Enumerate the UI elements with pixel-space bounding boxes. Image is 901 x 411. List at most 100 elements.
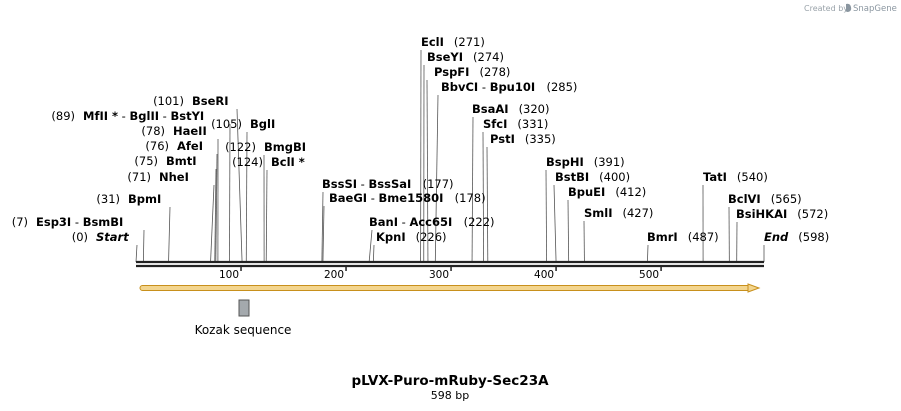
enzyme-name: BaeGI (329, 191, 367, 205)
site-position: (89) (51, 109, 75, 123)
tick-label: 500 (639, 269, 659, 281)
enzyme-name: BglI (250, 117, 275, 131)
leader-line (245, 131, 248, 263)
enzyme-name: BsaAI (472, 102, 509, 116)
site-position: (278) (479, 65, 510, 79)
credit-prefix: Created by (804, 4, 848, 13)
site-3: (71) NheI (127, 170, 189, 184)
site-name: SfcI (483, 117, 507, 131)
enzyme-name: Esp3I (36, 215, 71, 229)
leader-line (214, 168, 217, 263)
site-position: (75) (134, 154, 158, 168)
enzyme-name: PstI (490, 132, 515, 146)
site-position: (271) (454, 35, 485, 49)
site-position: (565) (771, 192, 802, 206)
site-position: (335) (525, 132, 556, 146)
enzyme-name: Start (96, 230, 129, 244)
site-19: (285) BbvCI - Bpu10I (441, 80, 577, 94)
site-13: (178) BaeGI - Bme1580I (329, 191, 486, 205)
site-position: (400) (599, 170, 630, 184)
enzyme-name: BclI * (271, 155, 305, 169)
site-21: (331) SfcI (483, 117, 548, 131)
site-name: BsiHKAI (736, 207, 787, 221)
credit-brand: SnapGene (853, 4, 897, 14)
enzyme-name: AfeI (177, 139, 203, 153)
site-name: BglI (250, 117, 275, 131)
enzyme-name: BmgBI (264, 140, 306, 154)
site-27: (487) BmrI (647, 230, 719, 244)
enzyme-name: BmrI (647, 230, 678, 244)
leader-line (482, 131, 485, 263)
leader-line (545, 169, 548, 263)
site-separator: - (367, 191, 378, 205)
enzyme-name: PspFI (434, 65, 469, 79)
site-6: (78) HaeII (141, 124, 206, 138)
enzyme-name: BstBI (555, 170, 589, 184)
site-position: (105) (211, 117, 242, 131)
site-25: (412) BpuEI (568, 185, 646, 199)
site-name: MfII * - BglII - BstYI (83, 109, 204, 123)
site-separator: - (118, 109, 129, 123)
site-separator: - (357, 177, 368, 191)
site-name: NheI (159, 170, 189, 184)
enzyme-name: HaeII (173, 124, 207, 138)
leader-line (215, 153, 218, 263)
tick-label: 400 (534, 269, 554, 281)
site-name: BseRI (192, 94, 229, 108)
enzyme-name: MfII * (83, 109, 118, 123)
site-16: (271) EclI (421, 35, 485, 49)
site-23: (391) BspHI (546, 155, 625, 169)
tick-label: 300 (429, 269, 449, 281)
enzyme-name: BclVI (728, 192, 761, 206)
site-separator: - (159, 109, 170, 123)
site-2: (31) BpmI (96, 192, 161, 206)
site-0: (0) Start (72, 230, 130, 244)
enzyme-name: BglII (130, 109, 160, 123)
site-name: BssSI - BssSaI (322, 177, 411, 191)
site-9: (105) BglI (211, 117, 275, 131)
orf-arrow (139, 283, 761, 293)
site-position: (320) (519, 102, 550, 116)
plasmid-title: pLVX-Puro-mRuby-Sec23A (351, 373, 549, 389)
site-name: BstBI (555, 170, 589, 184)
site-name: KpnI (376, 230, 406, 244)
ruler-ticks: 100 200 300 400 500 (219, 266, 662, 281)
site-position: (101) (153, 94, 184, 108)
site-18: (278) PspFI (434, 65, 510, 79)
site-position: (124) (232, 155, 263, 169)
site-31: (598) End (764, 230, 829, 244)
leader-line (368, 229, 373, 263)
enzyme-name: Acc65I (409, 215, 452, 229)
site-position: (78) (141, 124, 165, 138)
leader-line (434, 94, 439, 263)
site-position: (598) (798, 230, 829, 244)
enzyme-name: BsmBI (83, 215, 124, 229)
site-name: BbvCI - Bpu10I (441, 80, 535, 94)
site-17: (274) BseYI (427, 50, 504, 64)
site-26: (427) SmlI (584, 206, 653, 220)
site-position: (178) (455, 191, 486, 205)
site-name: BmgBI (264, 140, 306, 154)
site-name: BaeGI - Bme1580I (329, 191, 443, 205)
enzyme-name: BstYI (170, 109, 204, 123)
enzyme-name: End (764, 230, 789, 244)
site-28: (540) TatI (703, 170, 768, 184)
site-name: End (764, 230, 789, 244)
site-name: BsaAI (472, 102, 509, 116)
site-position: (572) (797, 207, 828, 221)
site-name: PspFI (434, 65, 469, 79)
site-position: (412) (615, 185, 646, 199)
leader-line (322, 205, 325, 263)
enzyme-name: EclI (421, 35, 444, 49)
enzyme-name: BssSaI (369, 177, 412, 191)
enzyme-name: SmlI (584, 206, 613, 220)
site-name: HaeII (173, 124, 207, 138)
site-position: (31) (96, 192, 120, 206)
leader-line (647, 244, 649, 263)
site-position: (177) (423, 177, 454, 191)
site-name: BspHI (546, 155, 584, 169)
site-name: BanI - Acc65I (369, 215, 452, 229)
site-labels: (0) Start (7) Esp3I - BsmBI (31) BpmI (71) NheI… (12, 35, 830, 244)
enzyme-name: Bme1580I (379, 191, 444, 205)
leader-lines (135, 49, 765, 263)
